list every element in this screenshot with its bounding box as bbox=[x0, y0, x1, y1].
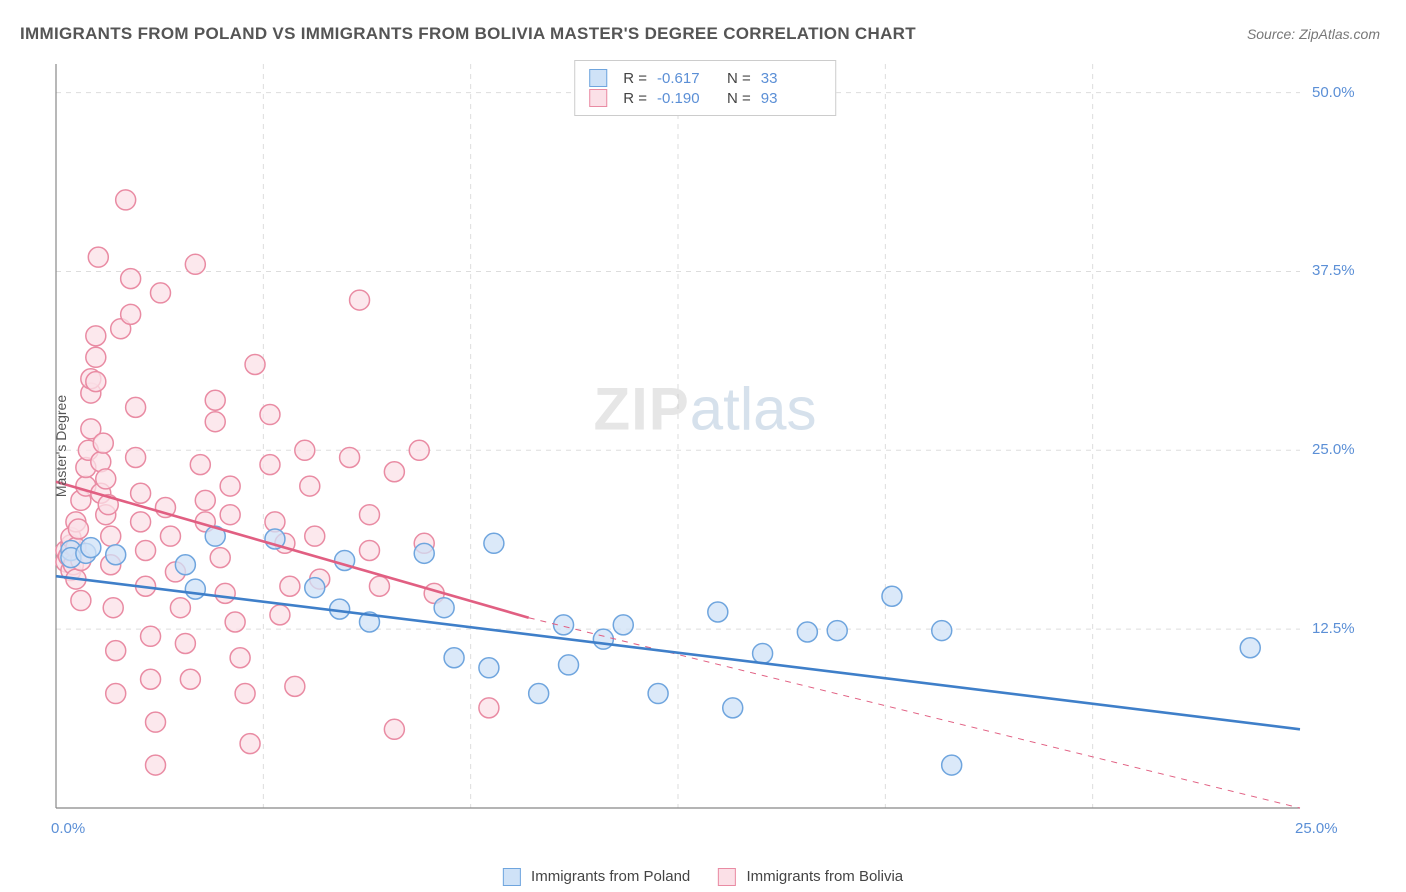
stats-legend-box: R = -0.617 N = 33 R = -0.190 N = 93 bbox=[574, 60, 836, 116]
bolivia-n-value: 93 bbox=[761, 90, 821, 107]
r-label: R = bbox=[623, 70, 647, 87]
plot-area: ZIPatlas R = -0.617 N = 33 R = -0.190 N … bbox=[50, 58, 1360, 838]
legend-label-poland: Immigrants from Poland bbox=[531, 868, 690, 885]
poland-n-value: 33 bbox=[761, 70, 821, 87]
swatch-bolivia bbox=[589, 89, 607, 107]
stats-row-bolivia: R = -0.190 N = 93 bbox=[589, 89, 821, 107]
swatch-poland bbox=[503, 868, 521, 886]
y-tick-label: 12.5% bbox=[1312, 620, 1355, 637]
swatch-bolivia bbox=[718, 868, 736, 886]
x-tick-label: 25.0% bbox=[1295, 820, 1338, 837]
chart-title: IMMIGRANTS FROM POLAND VS IMMIGRANTS FRO… bbox=[20, 24, 916, 44]
x-tick-label: 0.0% bbox=[51, 820, 85, 837]
legend-item-poland: Immigrants from Poland bbox=[503, 868, 690, 886]
y-axis-label: Master's Degree bbox=[53, 395, 69, 497]
stats-row-poland: R = -0.617 N = 33 bbox=[589, 69, 821, 87]
bolivia-r-value: -0.190 bbox=[657, 90, 717, 107]
scatter-svg bbox=[50, 58, 1360, 838]
y-tick-label: 50.0% bbox=[1312, 84, 1355, 101]
n-label: N = bbox=[727, 70, 751, 87]
legend-item-bolivia: Immigrants from Bolivia bbox=[718, 868, 903, 886]
bottom-legend: Immigrants from Poland Immigrants from B… bbox=[503, 868, 903, 886]
source-attribution: Source: ZipAtlas.com bbox=[1247, 26, 1380, 42]
poland-r-value: -0.617 bbox=[657, 70, 717, 87]
y-tick-label: 25.0% bbox=[1312, 441, 1355, 458]
r-label: R = bbox=[623, 90, 647, 107]
legend-label-bolivia: Immigrants from Bolivia bbox=[746, 868, 903, 885]
swatch-poland bbox=[589, 69, 607, 87]
y-tick-label: 37.5% bbox=[1312, 262, 1355, 279]
n-label: N = bbox=[727, 90, 751, 107]
